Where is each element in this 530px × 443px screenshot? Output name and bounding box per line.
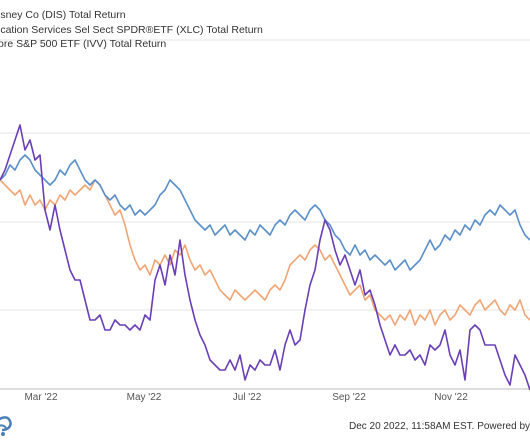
legend-item-dis: isney Co (DIS) Total Return <box>0 8 530 23</box>
series-lines <box>0 124 530 391</box>
legend: isney Co (DIS) Total Return ication Serv… <box>0 8 530 52</box>
legend-item-ivv: ore S&P 500 ETF (IVV) Total Return <box>0 37 530 52</box>
x-tick-label: Nov '22 <box>434 392 468 403</box>
series-line-ivv <box>0 179 530 326</box>
gridlines <box>0 39 530 390</box>
x-axis-ticks: Mar '22 May '22 Jul '22 Sep '22 Nov '22 <box>24 392 468 403</box>
series-line-dis <box>0 124 530 391</box>
x-tick-label: Mar '22 <box>24 392 57 403</box>
legend-item-dis-label: isney Co (DIS) Total Return <box>0 9 126 21</box>
legend-item-xlc-label: ication Services Sel Sect SPDR®ETF (XLC)… <box>0 23 263 36</box>
x-tick-label: May '22 <box>127 392 162 403</box>
x-tick-label: Jul '22 <box>233 392 262 403</box>
x-tick-label: Sep '22 <box>332 392 366 403</box>
legend-item-xlc: ication Services Sel Sect SPDR®ETF (XLC)… <box>0 23 530 38</box>
series-line-xlc <box>0 154 530 271</box>
footer-timestamp: Dec 20 2022, 11:58AM EST. Powered by <box>348 421 530 432</box>
legend-item-ivv-label: ore S&P 500 ETF (IVV) Total Return <box>0 38 167 51</box>
ycharts-logo-icon <box>0 412 18 443</box>
